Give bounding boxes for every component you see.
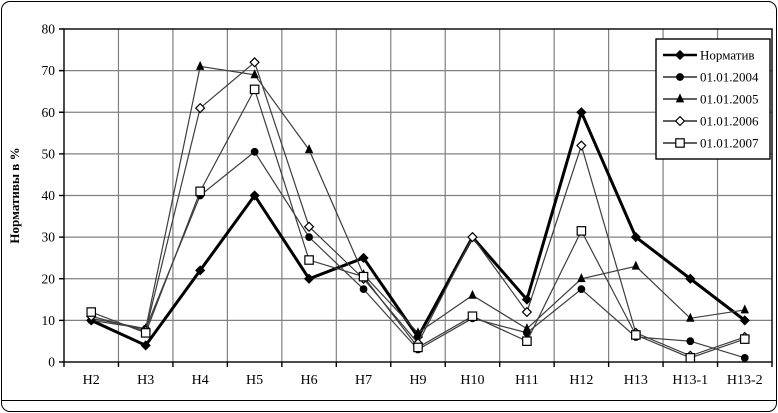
data-point-Н10 [467,231,478,243]
data-point-Н5 [250,147,259,156]
y-tick-label: 80 [42,22,56,37]
data-point-Н11 [521,306,533,318]
series-01.01.2007 [86,84,750,363]
legend-marker [675,93,685,103]
legend-item-01.01.2007: 01.01.2007 [663,136,759,151]
series-01.01.2006 [85,57,751,362]
data-point-Н13-2 [739,334,750,344]
y-tick-label: 0 [48,355,55,370]
bottom-horizontal-rule [2,400,776,401]
data-point-Н13-2 [739,315,750,326]
y-tick-label: 10 [42,313,56,328]
y-tick-label: 40 [42,188,56,203]
data-point-Н12 [577,273,586,283]
series-01.01.2005 [87,60,749,337]
legend-label: 01.01.2005 [700,92,759,107]
legend-label: 01.01.2007 [700,136,759,151]
data-point-Н4 [195,265,206,276]
data-point-Н13 [631,330,641,340]
y-tick-label: 60 [42,105,56,120]
data-point-Н11 [522,323,532,333]
data-point-Н6 [304,144,314,154]
x-category-label: Н10 [460,373,484,388]
data-point-Н3 [140,340,151,351]
data-point-Н5 [249,57,260,68]
x-category-label: Н6 [301,373,318,388]
series-line [90,107,746,348]
data-point-Н11 [521,294,533,305]
data-point-Н6 [303,221,315,232]
data-point-Н9 [413,327,423,337]
x-category-label: Н12 [569,373,593,388]
liquidity-ratios-line-chart: 0 10 20 30 40 50 60 70 80 Н2 Н3 Н4 Н5 Н6 Н7 Н9 Н10 Н11 Н12… [7,22,773,388]
data-point-Н13-1 [686,312,695,322]
series-line [91,150,745,359]
data-point-Н13 [630,232,641,243]
data-point-Н7 [358,252,369,264]
data-point-Н10 [467,311,478,322]
data-point-Н13 [631,260,641,270]
data-point-Н6 [304,255,314,265]
data-point-Н7 [358,271,369,282]
legend-label: 01.01.2004 [700,70,759,85]
y-axis-title: Нормативы в % [7,147,22,243]
data-point-Н11 [522,336,532,346]
data-point-Н13-2 [740,304,749,314]
y-axis: 0 10 20 30 40 50 60 70 80 [42,22,64,370]
legend-item-01.01.2005: 01.01.2005 [663,92,759,107]
data-point-Н12 [576,140,587,151]
data-point-Н4 [195,186,205,197]
series-line [91,65,745,334]
x-category-label: Н13 [624,373,648,388]
x-category-label: Н11 [515,373,539,388]
data-point-Н7 [359,285,368,294]
x-category-label: Н3 [137,373,154,388]
data-point-Н13-1 [686,337,695,346]
x-category-label: Н9 [409,373,426,388]
data-point-Н12 [576,107,587,118]
legend: Норматив 01.01.2004 01.01.2005 01.01.2006 01… [655,38,771,160]
data-point-Н4 [194,102,206,114]
chart-area: 0 10 20 30 40 50 60 70 80 Н2 Н3 Н4 Н5 Н6 Н7 Н9 Н10 Н11 Н12… [2,2,776,398]
x-category-label: Н13-1 [672,373,708,388]
data-point-Н12 [577,285,586,294]
legend-label: Норматив [700,48,755,63]
data-point-Н5 [249,190,260,201]
data-point-Н10 [468,289,477,299]
legend-item-Норматив: Норматив [663,48,755,63]
data-point-Н4 [195,60,205,70]
data-point-Н6 [305,233,313,242]
x-category-label: Н7 [355,373,372,388]
legend-label: 01.01.2006 [700,114,759,129]
data-point-Н2 [86,307,97,317]
data-point-Н12 [576,226,587,236]
legend-item-01.01.2006: 01.01.2006 [663,114,759,129]
legend-marker [675,138,685,148]
data-point-Н13-2 [740,353,749,362]
y-tick-label: 70 [42,63,56,78]
x-category-label: Н13-2 [727,373,763,388]
y-tick-label: 50 [42,146,56,161]
legend-marker [674,115,686,127]
x-category-label: Н2 [83,373,100,388]
y-tick-label: 30 [42,230,56,245]
data-point-Н13-1 [685,353,696,363]
legend-item-01.01.2004: 01.01.2004 [663,70,759,85]
legend-marker [674,49,686,61]
data-point-Н6 [303,273,315,284]
x-category-label: Н5 [246,373,263,388]
x-category-label: Н4 [192,373,209,388]
y-tick-label: 20 [42,271,56,286]
data-point-Н3 [140,328,151,338]
data-point-Н5 [250,69,259,79]
x-axis: Н2 Н3 Н4 Н5 Н6 Н7 Н9 Н10 Н11 Н12 Н13 Н13-1 Н13-2 [63,362,773,388]
data-point-Н9 [413,342,423,353]
series-line [91,61,745,357]
data-point-Н13-1 [685,273,696,284]
legend-marker [676,73,684,81]
data-point-Н5 [249,84,260,95]
